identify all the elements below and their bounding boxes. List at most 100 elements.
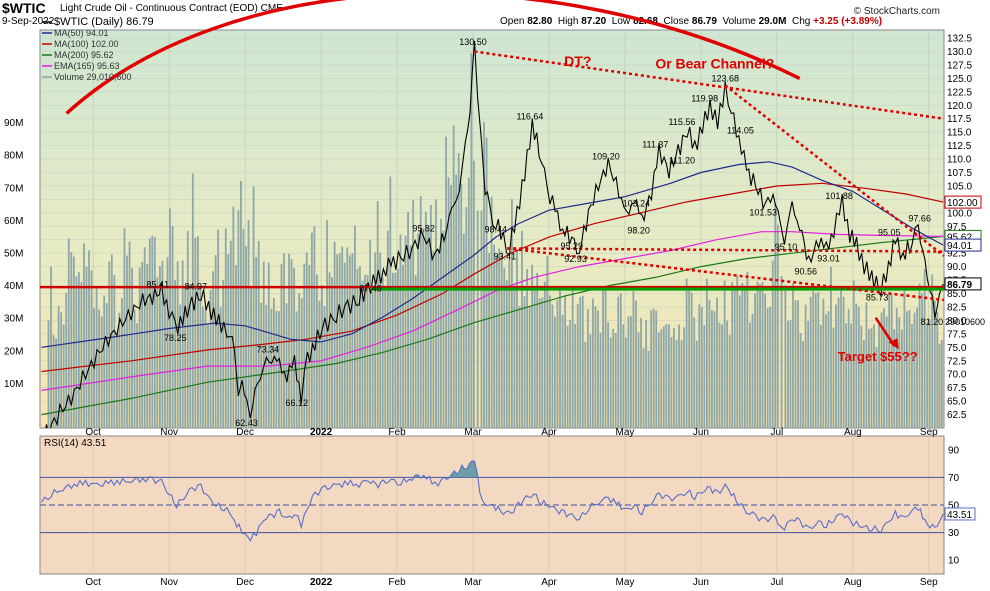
volume-bar [918,283,921,428]
volume-bar [903,289,906,428]
volume-bar [353,225,356,428]
volume-bar [331,277,334,428]
volume-bar [726,320,729,428]
volume-bar [65,293,68,428]
volume-bar [336,254,339,428]
volume-bar [351,253,354,428]
volume-bar [756,281,759,428]
volume-bar [862,340,865,428]
volume-bar [103,295,106,428]
volume-tick-label: 50M [4,249,23,260]
volume-bar [809,296,812,428]
rsi-x-tick-label: Feb [388,577,406,588]
volume-bar [278,311,280,428]
volume-bar [435,199,437,428]
volume-bar [738,295,741,428]
volume-bar [728,334,731,428]
volume-bar [126,255,128,428]
volume-bar [417,233,420,428]
volume-bar [338,253,341,428]
rsi-x-tick-label: Aug [844,577,862,588]
volume-bar [804,304,807,428]
volume-bar [660,329,663,428]
volume-bar [242,229,245,428]
volume-bar [604,288,607,428]
volume-bar [683,327,685,428]
volume-bar [754,293,756,428]
price-point-label: 73.34 [257,344,280,354]
right-axis-badge-text: 102.00 [947,198,978,209]
right-axis-badge [944,277,982,291]
volume-bar [333,241,336,428]
volume-bar [108,261,111,428]
volume-bar [797,300,799,428]
volume-bar [635,300,637,428]
volume-bar [285,303,288,428]
volume-bar [359,265,361,428]
volume-bar [731,282,734,428]
volume-bar [57,305,60,428]
volume-bar [873,324,875,428]
price-point-label: 62.43 [235,418,258,428]
volume-bar [943,331,944,428]
volume-bar [148,238,151,428]
volume-bar [272,297,275,428]
volume-bar [693,317,696,428]
volume-bar [227,254,230,428]
price-point-label: 98.20 [627,226,650,236]
volume-bar [936,312,939,428]
volume-bar [267,262,270,428]
volume-bar [260,302,263,428]
volume-bar [283,253,285,428]
volume-bar [100,316,103,428]
volume-bar [184,288,187,428]
volume-bar [931,274,934,428]
volume-bar [386,230,389,428]
rsi-x-tick-label: Jun [693,577,709,588]
target-label: Target $55?? [838,349,918,364]
volume-bar [505,280,508,428]
volume-bar [678,324,680,428]
volume-tick-label: 70M [4,183,23,194]
x-tick-label: Nov [160,427,178,438]
volume-bar [389,176,392,428]
volume-bar [840,288,842,428]
volume-bar [196,236,199,428]
price-point-label: 90.56 [794,267,817,277]
volume-bar [705,278,708,428]
volume-bar [850,323,853,428]
volume-bar [586,308,589,428]
price-point-label: 103.24 [623,198,651,208]
volume-bar [113,275,116,428]
volume-bar [257,240,260,428]
volume-bar [275,310,278,428]
volume-bar [323,305,326,428]
right-axis-badge-text: 94.01 [947,241,972,252]
volume-bar [655,310,658,428]
close-value: 86.79 [691,16,717,27]
y-tick-label: 112.5 [947,141,972,152]
volume-bar [759,284,761,428]
steep-trend-line [724,84,945,257]
volume-bar [533,287,536,428]
high-label: High [557,16,579,27]
volume-bar [711,309,713,428]
volume-bar [467,177,470,428]
legend-entry: EMA(165) 95.63 [54,61,120,71]
volume-bar [751,313,754,428]
volume-bar [247,220,250,428]
volume-bar [186,231,189,428]
rsi-x-tick-label: Mar [464,577,482,588]
volume-bar [860,325,863,428]
rsi-x-tick-label: Apr [541,577,557,588]
volume-bar [105,303,108,428]
volume-bar [194,237,197,428]
rsi-x-tick-label: Oct [85,577,101,588]
volume-bar [652,308,655,428]
volume-bar [921,293,924,428]
rsi-tick-label: 50 [948,501,960,512]
rsi-title: RSI(14) 43.51 [44,438,107,449]
volume-bar [736,275,739,428]
rsi-x-tick-label: 2022 [310,577,333,588]
volume-bar [77,272,80,428]
